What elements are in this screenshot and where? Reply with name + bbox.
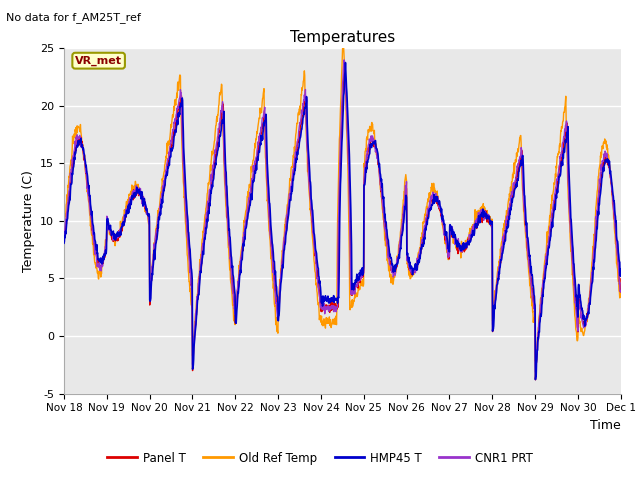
Old Ref Temp	[199, 228, 207, 234]
Old Ref Temp	[617, 294, 625, 300]
Text: No data for f_AM25T_ref: No data for f_AM25T_ref	[6, 12, 141, 23]
Old Ref Temp	[588, 258, 596, 264]
HMP45 T	[172, 127, 180, 133]
Title: Temperatures: Temperatures	[290, 30, 395, 46]
Panel T	[397, 238, 404, 244]
Line: Old Ref Temp: Old Ref Temp	[64, 36, 621, 361]
HMP45 T	[397, 245, 404, 251]
HMP45 T	[557, 172, 564, 178]
Panel T	[557, 164, 564, 169]
CNR1 PRT	[617, 289, 625, 295]
Old Ref Temp	[397, 229, 404, 235]
CNR1 PRT	[199, 240, 207, 246]
Legend: Panel T, Old Ref Temp, HMP45 T, CNR1 PRT: Panel T, Old Ref Temp, HMP45 T, CNR1 PRT	[102, 447, 538, 469]
HMP45 T	[617, 273, 625, 278]
Line: HMP45 T: HMP45 T	[64, 62, 621, 380]
CNR1 PRT	[564, 157, 572, 163]
Old Ref Temp	[339, 34, 347, 39]
Old Ref Temp	[564, 175, 572, 181]
CNR1 PRT	[588, 270, 596, 276]
Old Ref Temp	[532, 358, 540, 364]
CNR1 PRT	[340, 57, 348, 63]
CNR1 PRT	[532, 369, 540, 375]
HMP45 T	[60, 240, 68, 246]
Panel T	[617, 287, 625, 292]
Y-axis label: Temperature (C): Temperature (C)	[22, 170, 35, 272]
Old Ref Temp	[60, 228, 68, 234]
Line: Panel T: Panel T	[64, 63, 621, 380]
Panel T	[60, 234, 68, 240]
Old Ref Temp	[172, 97, 180, 103]
HMP45 T	[342, 60, 349, 65]
CNR1 PRT	[557, 156, 564, 161]
HMP45 T	[588, 280, 596, 286]
Old Ref Temp	[557, 134, 564, 140]
Text: VR_met: VR_met	[75, 56, 122, 66]
Panel T	[341, 60, 349, 66]
Panel T	[588, 272, 596, 278]
HMP45 T	[199, 248, 207, 254]
Line: CNR1 PRT: CNR1 PRT	[64, 60, 621, 372]
HMP45 T	[564, 130, 572, 136]
Panel T	[172, 120, 180, 126]
Panel T	[532, 377, 540, 383]
CNR1 PRT	[172, 112, 180, 118]
X-axis label: Time: Time	[590, 419, 621, 432]
HMP45 T	[532, 377, 540, 383]
Panel T	[564, 139, 572, 145]
Panel T	[199, 247, 207, 252]
CNR1 PRT	[397, 235, 404, 240]
CNR1 PRT	[60, 234, 68, 240]
